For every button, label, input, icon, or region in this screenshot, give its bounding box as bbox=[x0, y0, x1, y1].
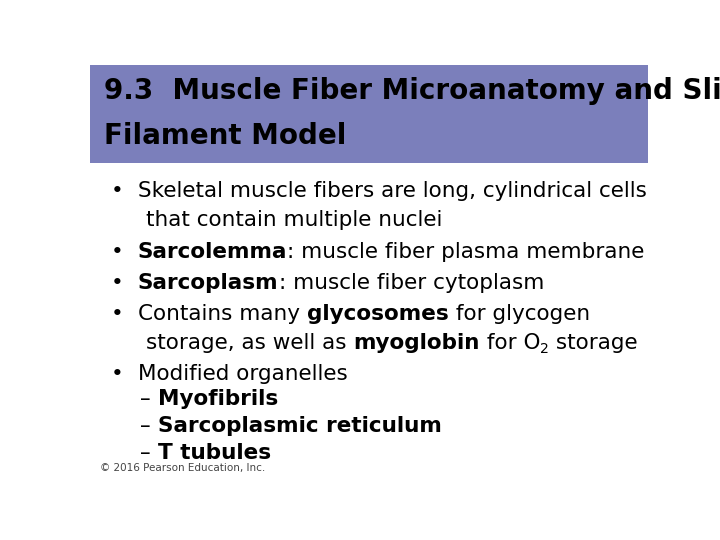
Text: Skeletal muscle fibers are long, cylindrical cells: Skeletal muscle fibers are long, cylindr… bbox=[138, 181, 647, 201]
Text: •: • bbox=[111, 364, 124, 384]
Text: for O: for O bbox=[480, 333, 540, 353]
Text: Sarcoplasmic reticulum: Sarcoplasmic reticulum bbox=[158, 416, 441, 436]
Text: storage, as well as: storage, as well as bbox=[145, 333, 354, 353]
Text: •: • bbox=[111, 181, 124, 201]
Text: –: – bbox=[140, 416, 158, 436]
Text: Myofibrils: Myofibrils bbox=[158, 389, 278, 409]
Text: –: – bbox=[140, 389, 158, 409]
Text: –: – bbox=[140, 443, 158, 463]
Text: Contains many: Contains many bbox=[138, 304, 307, 324]
Text: Sarcoplasm: Sarcoplasm bbox=[138, 273, 279, 293]
Text: glycosomes: glycosomes bbox=[307, 304, 449, 324]
Text: Sarcolemma: Sarcolemma bbox=[138, 241, 287, 261]
Text: T tubules: T tubules bbox=[158, 443, 271, 463]
Text: Modified organelles: Modified organelles bbox=[138, 364, 348, 384]
Text: © 2016 Pearson Education, Inc.: © 2016 Pearson Education, Inc. bbox=[100, 463, 265, 473]
Text: : muscle fiber cytoplasm: : muscle fiber cytoplasm bbox=[279, 273, 544, 293]
Text: storage: storage bbox=[549, 333, 637, 353]
Text: myoglobin: myoglobin bbox=[354, 333, 480, 353]
Text: for glycogen: for glycogen bbox=[449, 304, 590, 324]
Text: •: • bbox=[111, 241, 124, 261]
Text: Filament Model: Filament Model bbox=[104, 122, 346, 150]
Bar bbox=[90, 65, 648, 163]
Text: 9.3  Muscle Fiber Microanatomy and Sliding: 9.3 Muscle Fiber Microanatomy and Slidin… bbox=[104, 77, 720, 105]
Text: : muscle fiber plasma membrane: : muscle fiber plasma membrane bbox=[287, 241, 645, 261]
Text: 2: 2 bbox=[540, 342, 549, 356]
Text: that contain multiple nuclei: that contain multiple nuclei bbox=[145, 210, 442, 231]
Text: •: • bbox=[111, 273, 124, 293]
Text: •: • bbox=[111, 304, 124, 324]
